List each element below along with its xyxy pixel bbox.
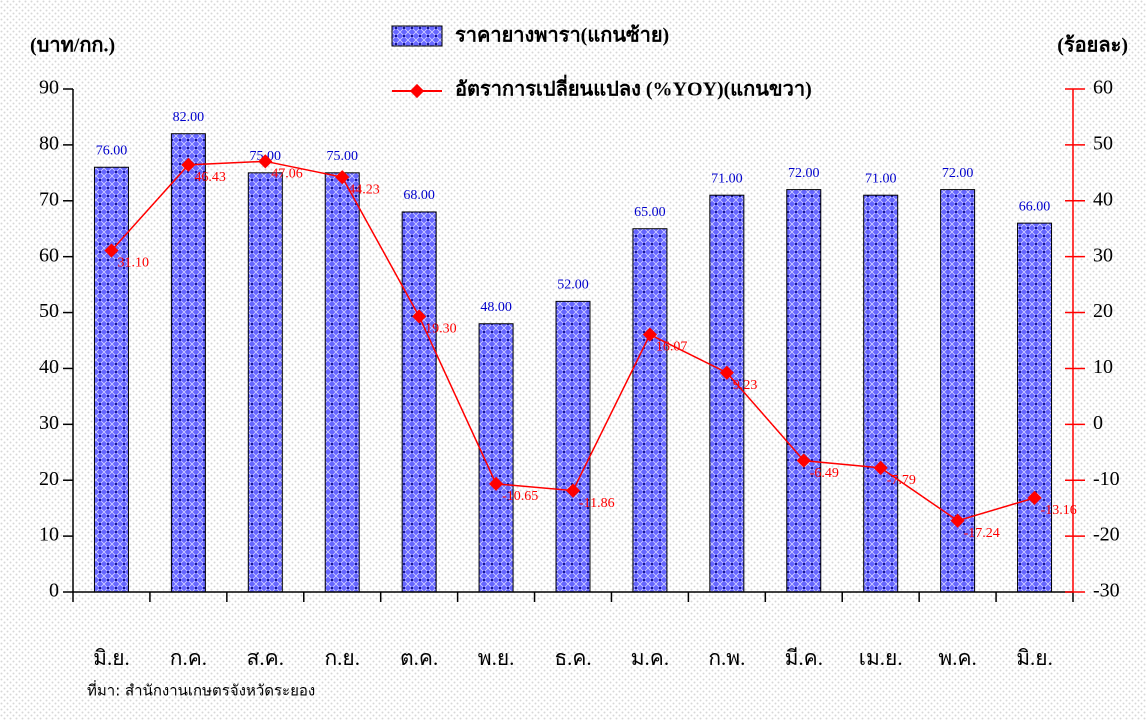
bar-value-label: 66.00 <box>1019 199 1051 214</box>
line-value-label: -7.79 <box>887 473 916 488</box>
line-marker <box>258 154 273 169</box>
x-tick-label: ต.ค. <box>400 646 438 670</box>
line-value-label: -10.65 <box>502 489 538 504</box>
bar-value-label: 68.00 <box>403 188 435 203</box>
line-marker <box>719 365 734 380</box>
bar-value-label: 72.00 <box>942 166 974 181</box>
x-tick-label: พ.ย. <box>478 646 515 670</box>
bar <box>709 194 745 593</box>
x-tick-label: เม.ย. <box>859 646 903 670</box>
x-tick-label: มิ.ย. <box>93 646 130 670</box>
legend-label: อัตราการเปลี่ยนแปลง (%YOY)(แกนขวา) <box>455 74 812 101</box>
line-marker <box>181 157 196 172</box>
y-tick-label: 50 <box>39 300 59 322</box>
bar-value-label: 76.00 <box>96 143 128 158</box>
y2-tick-label: 0 <box>1093 412 1103 434</box>
bar <box>401 211 437 593</box>
bar <box>93 166 129 593</box>
y2-tick-label: 50 <box>1093 132 1113 154</box>
line-marker <box>796 453 811 468</box>
y2-tick-label: 30 <box>1093 244 1113 266</box>
bar-value-label: 82.00 <box>173 110 205 125</box>
x-tick-label: มิ.ย. <box>1016 646 1053 670</box>
bar <box>632 228 668 593</box>
bar-value-label: 65.00 <box>634 205 666 220</box>
line-value-label: 31.10 <box>117 256 149 271</box>
bar <box>1017 222 1053 593</box>
line-marker <box>489 476 504 491</box>
x-tick-label: ก.พ. <box>708 646 745 670</box>
y-tick-label: 20 <box>39 468 59 490</box>
line-marker <box>1027 490 1042 505</box>
line-value-label: -11.86 <box>579 496 615 511</box>
x-tick-label: ก.ค. <box>170 646 207 670</box>
y-tick-label: 80 <box>39 132 59 154</box>
y-tick-label: 90 <box>39 77 59 99</box>
y-tick-label: 10 <box>39 524 59 546</box>
y-tick-label: 0 <box>49 580 59 602</box>
x-tick-label: ม.ค. <box>631 646 669 670</box>
y-tick-label: 30 <box>39 412 59 434</box>
y-axis-title: (บาท/กก.) <box>30 35 115 57</box>
x-tick-label: พ.ค. <box>938 646 976 670</box>
y2-tick-label: 10 <box>1093 356 1113 378</box>
line-marker <box>412 309 427 324</box>
source-note: ที่มา: สำนักงานเกษตรจังหวัดระยอง <box>87 680 315 700</box>
line-value-label: 19.30 <box>425 322 457 337</box>
y2-tick-label: 40 <box>1093 188 1113 210</box>
line-value-label: 46.43 <box>194 170 226 185</box>
line-value-label: 47.06 <box>271 167 303 182</box>
bar-value-label: 71.00 <box>711 171 743 186</box>
bar <box>786 189 822 593</box>
y-tick-label: 70 <box>39 188 59 210</box>
line-marker <box>873 460 888 475</box>
y-tick-label: 60 <box>39 244 59 266</box>
y2-tick-label: 20 <box>1093 300 1113 322</box>
bar-value-label: 72.00 <box>788 166 820 181</box>
bar-value-label: 75.00 <box>326 149 358 164</box>
line-value-label: 9.23 <box>733 378 758 393</box>
line-marker <box>335 170 350 185</box>
line-value-label: -13.16 <box>1041 503 1077 518</box>
bar <box>324 172 360 593</box>
line-marker <box>642 327 657 342</box>
line-marker <box>565 483 581 498</box>
line-value-label: 44.23 <box>348 182 380 197</box>
line-value-label: -6.49 <box>810 466 839 481</box>
y2-tick-label: 60 <box>1093 77 1113 99</box>
x-tick-label: ก.ย. <box>324 646 360 670</box>
line-marker <box>950 513 965 528</box>
line-value-label: 16.07 <box>656 340 688 355</box>
bar <box>247 172 283 593</box>
bar <box>555 300 591 593</box>
bar-value-label: 52.00 <box>557 278 589 293</box>
x-tick-label: ธ.ค. <box>554 646 591 670</box>
bar-value-label: 48.00 <box>480 300 512 315</box>
y-tick-label: 40 <box>39 356 59 378</box>
bar <box>863 194 899 593</box>
x-tick-label: ส.ค. <box>247 646 284 670</box>
x-tick-label: มี.ค. <box>785 646 823 670</box>
legend-label: ราคายางพารา(แกนซ้าย) <box>455 24 669 47</box>
legend-swatch <box>391 25 443 47</box>
y2-axis-title: (ร้อยละ) <box>1057 34 1128 57</box>
y2-tick-label: -30 <box>1093 580 1120 602</box>
y2-tick-label: -20 <box>1093 524 1120 546</box>
bar-value-label: 71.00 <box>865 171 897 186</box>
line-value-label: -17.24 <box>964 526 1000 541</box>
legend-marker <box>409 83 425 99</box>
bar <box>170 133 206 593</box>
y2-tick-label: -10 <box>1093 468 1120 490</box>
